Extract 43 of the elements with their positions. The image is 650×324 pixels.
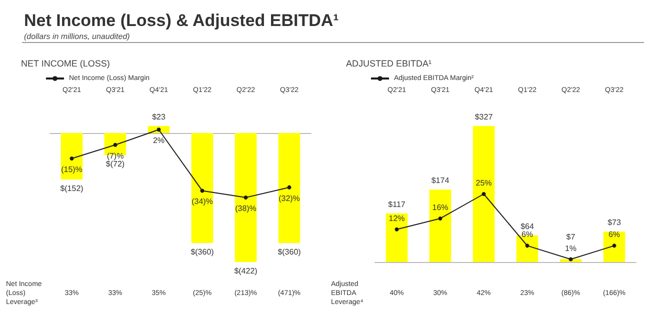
data-label: $23 — [152, 112, 166, 122]
point — [244, 196, 248, 200]
data-label: $(422) — [234, 266, 258, 276]
data-label: 16% — [432, 202, 448, 212]
point — [70, 156, 74, 160]
point — [568, 257, 573, 262]
point — [482, 192, 486, 196]
point — [113, 142, 118, 147]
point — [200, 188, 204, 193]
chart-title: NET INCOME (LOSS) — [21, 58, 110, 68]
data-label: $(360) — [190, 248, 214, 257]
data-label: $(72) — [106, 160, 125, 169]
data-label: 6% — [608, 230, 620, 240]
data-label: $117 — [388, 200, 406, 209]
point — [394, 227, 399, 232]
data-label: (32)% — [278, 194, 300, 203]
data-label: $64 — [520, 222, 534, 231]
chart-title: ADJUSTED EBITDA¹ — [346, 58, 432, 68]
data-label: $7 — [566, 232, 576, 242]
data-label: $73 — [608, 218, 622, 228]
bar — [386, 213, 408, 262]
data-label: 1% — [564, 244, 577, 253]
data-label: 12% — [388, 214, 405, 223]
data-label: $174 — [431, 176, 450, 186]
data-label: $327 — [474, 112, 494, 122]
data-label: (38)% — [235, 204, 256, 214]
data-label: (15)% — [61, 164, 82, 174]
point — [156, 128, 161, 132]
point — [438, 216, 442, 220]
bar — [429, 190, 452, 262]
bar — [603, 232, 626, 262]
text: Net Income (Loss) & Adjusted EBITDA¹ — [24, 11, 340, 30]
point — [287, 185, 292, 190]
data-label: $(360) — [278, 248, 302, 257]
data-label: (34)% — [192, 197, 213, 206]
data-label: $(152) — [60, 184, 84, 193]
bar — [472, 126, 495, 262]
text: (dollars in millions, unaudited) — [24, 32, 131, 41]
data-label: 2% — [152, 136, 165, 146]
data-label: 25% — [476, 178, 492, 188]
point — [525, 244, 530, 248]
point — [612, 244, 616, 248]
bar — [560, 259, 582, 262]
